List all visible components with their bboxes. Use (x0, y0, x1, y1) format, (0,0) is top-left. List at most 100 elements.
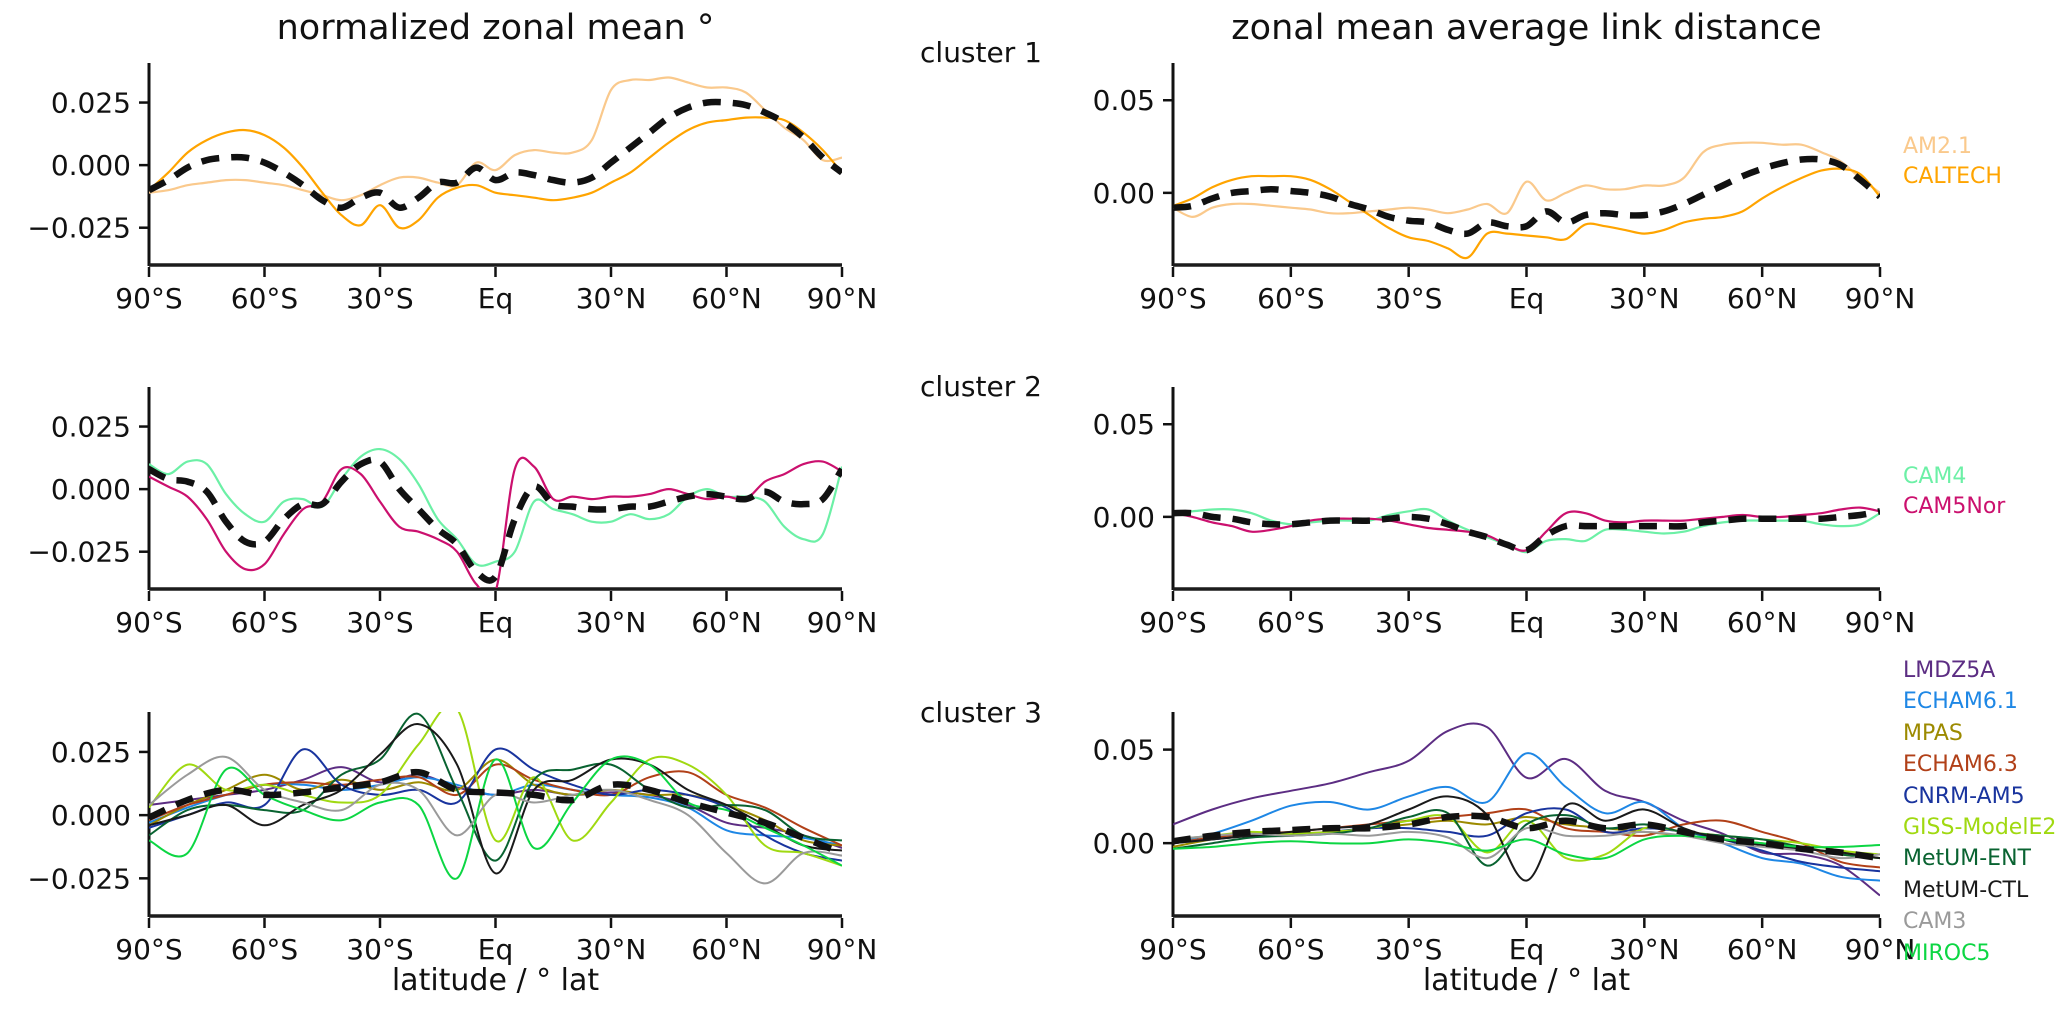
x-tick-label: 90°N (807, 606, 878, 639)
y-tick-label: 0.000 (51, 799, 131, 832)
legend-entry-giss-modele2: GISS-ModelE2 (1903, 815, 2057, 841)
cluster-2-label: cluster 2 (920, 370, 1042, 403)
x-tick-label: 30°S (346, 933, 413, 966)
x-tick-label: 60°N (1727, 282, 1798, 315)
x-tick-label: 30°S (346, 606, 413, 639)
x-tick-label: 30°N (576, 606, 647, 639)
x-tick-label: 90°N (807, 282, 878, 315)
series-cluster-mean (1173, 155, 1880, 238)
x-tick-label: 60°N (691, 606, 762, 639)
legend-entry-metum-ctl: MetUM-CTL (1903, 877, 2029, 903)
legend-entry-cnrm-am5: CNRM-AM5 (1903, 783, 2025, 809)
x-tick-label: 90°S (115, 282, 182, 315)
x-tick-label: 90°N (1845, 282, 1916, 315)
y-tick-label: 0.05 (1093, 408, 1155, 441)
y-tick-label: 0.025 (51, 411, 131, 444)
x-tick-label: 30°N (1609, 282, 1680, 315)
x-tick-label: Eq (1509, 933, 1544, 966)
x-tick-label: 30°N (1609, 606, 1680, 639)
cluster-3-label: cluster 3 (920, 696, 1042, 729)
x-tick-label: 90°S (115, 933, 182, 966)
y-tick-label: 0.00 (1093, 827, 1155, 860)
x-axis-label-left: latitude / ° lat (391, 963, 600, 998)
x-tick-label: Eq (1509, 282, 1544, 315)
series-metum-ent (1173, 809, 1880, 867)
chart-cluster1-left: 90°S 60°S 30°S Eq 30°N 60°N 90°N 0.025 0.000 −0.0… (27, 63, 878, 315)
x-tick-label: 60°N (691, 282, 762, 315)
x-tick-label: 30°S (1375, 282, 1442, 315)
x-tick-label: Eq (478, 282, 513, 315)
legend-cluster-2: CAM4 CAM5Nor (1903, 462, 2005, 522)
y-tick-label: −0.025 (27, 862, 131, 895)
x-tick-label: 60°S (231, 606, 298, 639)
series-metum-ctl (149, 723, 842, 875)
y-tick-label: 0.05 (1093, 734, 1155, 767)
series-miroc5 (1173, 834, 1880, 861)
y-tick-label: 0.05 (1093, 84, 1155, 117)
series-cluster-mean (149, 98, 842, 211)
series-cam3 (1173, 826, 1880, 860)
y-tick-label: 0.00 (1093, 501, 1155, 534)
y-tick-label: −0.025 (27, 536, 131, 569)
legend-entry-miroc5: MIROC5 (1903, 940, 1991, 966)
legend-cluster-3: LMDZ5A ECHAM6.1 MPAS ECHAM6.3 CNRM-AM5 GISS-M… (1903, 655, 2056, 969)
x-tick-label: 60°N (1727, 933, 1798, 966)
series-cam3 (149, 755, 842, 885)
legend-cluster-1: AM2.1 CALTECH (1903, 132, 2002, 192)
series-cam5nor (149, 456, 842, 588)
series-giss-modele2 (149, 712, 842, 867)
x-tick-label: 60°S (1257, 606, 1324, 639)
right-column-title: zonal mean average link distance (1231, 8, 1822, 48)
legend-entry-cam3: CAM3 (1903, 909, 1967, 935)
x-tick-label: 90°N (1845, 606, 1916, 639)
legend-entry-am2-1: AM2.1 (1903, 134, 1973, 159)
x-tick-label: 90°S (1139, 606, 1206, 639)
x-tick-label: 60°N (1727, 606, 1798, 639)
series-lmdz5a (1173, 722, 1880, 897)
x-tick-label: 60°S (1257, 933, 1324, 966)
x-tick-label: Eq (1509, 606, 1544, 639)
x-tick-label: 90°S (1139, 282, 1206, 315)
x-tick-label: 60°N (691, 933, 762, 966)
x-tick-label: 90°S (115, 606, 182, 639)
y-tick-label: −0.025 (27, 212, 131, 245)
legend-entry-cam5nor: CAM5Nor (1903, 494, 2006, 519)
series-am2-1 (149, 76, 842, 202)
x-tick-label: Eq (478, 606, 513, 639)
series-cluster-mean (149, 768, 842, 857)
x-tick-label: Eq (478, 933, 513, 966)
y-tick-label: 0.025 (51, 736, 131, 769)
x-axis-label-right: latitude / ° lat (1422, 963, 1631, 998)
series-mpas (1173, 816, 1880, 860)
x-tick-label: 30°S (1375, 933, 1442, 966)
x-tick-label: 30°N (1609, 933, 1680, 966)
x-tick-label: 30°S (346, 282, 413, 315)
x-tick-label: 90°S (1139, 933, 1206, 966)
series-cam4 (149, 447, 842, 567)
x-tick-label: 90°N (807, 933, 878, 966)
x-tick-label: 60°S (1257, 282, 1324, 315)
chart-cluster2-left: 90°S 60°S 30°S Eq 30°N 60°N 90°N 0.025 0.000 −0.0… (27, 387, 878, 639)
chart-cluster3-left: 90°S 60°S 30°S Eq 30°N 60°N 90°N 0.025 0.000 −0.0… (27, 712, 878, 966)
left-column-title: normalized zonal mean ° (276, 8, 715, 48)
legend-entry-echam6-3: ECHAM6.3 (1903, 752, 2018, 778)
series-cam5nor (1173, 506, 1880, 552)
x-tick-label: 30°N (576, 282, 647, 315)
series-am2-1 (1173, 141, 1880, 218)
y-tick-label: 0.000 (51, 149, 131, 182)
x-tick-label: 60°S (231, 933, 298, 966)
legend-entry-lmdz5a: LMDZ5A (1903, 658, 1996, 683)
legend-entry-metum-ent: MetUM-ENT (1903, 846, 2031, 872)
x-tick-label: 30°S (1375, 606, 1442, 639)
chart-cluster1-right: 90°S 60°S 30°S Eq 30°N 60°N 90°N 0.05 0.00 (1093, 63, 1916, 315)
legend-entry-cam4: CAM4 (1903, 464, 1967, 489)
legend-entry-mpas: MPAS (1903, 720, 1963, 746)
x-tick-label: 30°N (576, 933, 647, 966)
y-tick-label: 0.000 (51, 473, 131, 506)
legend-entry-echam6-1: ECHAM6.1 (1903, 689, 2018, 715)
chart-cluster2-right: 90°S 60°S 30°S Eq 30°N 60°N 90°N 0.05 0.00 (1093, 387, 1916, 639)
series-cluster-mean (1173, 508, 1880, 554)
x-tick-label: 60°S (231, 282, 298, 315)
y-tick-label: 0.025 (51, 87, 131, 120)
